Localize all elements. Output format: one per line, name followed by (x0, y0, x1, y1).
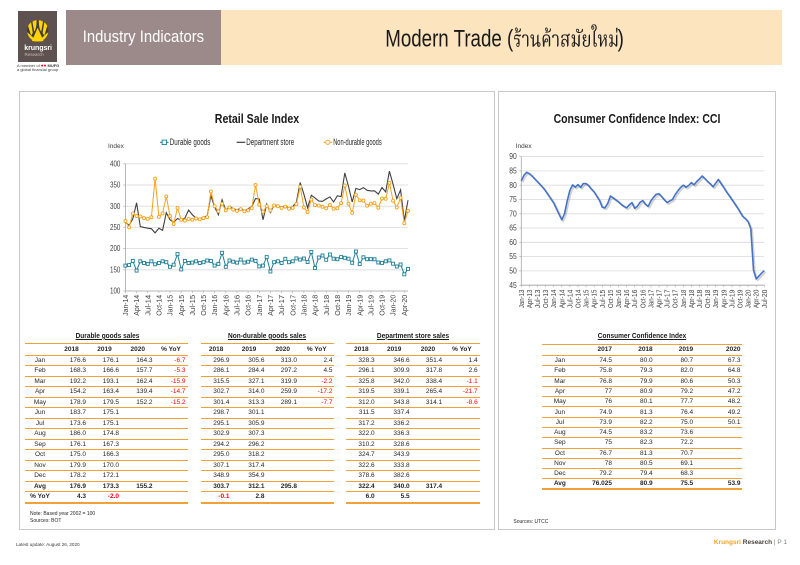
svg-text:Oct-19: Oct-19 (736, 290, 745, 309)
svg-text:krungsri: krungsri (24, 44, 52, 52)
svg-text:Oct-18: Oct-18 (333, 295, 342, 316)
svg-text:Jul-15: Jul-15 (188, 295, 197, 316)
svg-text:Apr-20: Apr-20 (400, 295, 409, 316)
svg-text:Jan-17: Jan-17 (646, 290, 655, 309)
svg-text:Jan-14: Jan-14 (549, 290, 558, 309)
svg-text:Jul-17: Jul-17 (663, 290, 672, 309)
svg-text:100: 100 (110, 287, 121, 296)
svg-text:Jan-20: Jan-20 (389, 295, 398, 316)
svg-text:Oct-15: Oct-15 (199, 295, 208, 316)
svg-text:Apr-13: Apr-13 (525, 290, 534, 309)
svg-text:85: 85 (509, 167, 517, 176)
svg-text:Jan-19: Jan-19 (344, 295, 353, 316)
svg-text:Jul-18: Jul-18 (695, 290, 704, 309)
svg-text:Apr-19: Apr-19 (355, 295, 364, 316)
svg-text:Jul-14: Jul-14 (143, 295, 152, 316)
svg-text:Apr-17: Apr-17 (655, 290, 664, 309)
svg-text:80: 80 (509, 181, 517, 190)
svg-text:Apr-16: Apr-16 (622, 290, 631, 309)
svg-text:Durable goods: Durable goods (170, 137, 211, 147)
svg-text:75: 75 (509, 195, 517, 204)
svg-text:Department store: Department store (246, 137, 294, 147)
svg-text:Jul-16: Jul-16 (233, 295, 242, 316)
svg-text:Oct-13: Oct-13 (541, 290, 550, 309)
svg-text:Jan-16: Jan-16 (614, 290, 623, 309)
svg-text:Oct-17: Oct-17 (671, 290, 680, 309)
svg-text:Oct-15: Oct-15 (606, 290, 615, 309)
svg-text:55: 55 (509, 252, 517, 261)
svg-text:Apr-20: Apr-20 (752, 290, 761, 309)
svg-text:Oct-14: Oct-14 (574, 290, 583, 309)
svg-text:Apr-18: Apr-18 (687, 290, 696, 309)
svg-text:Research: Research (24, 52, 44, 57)
svg-text:Jan-20: Jan-20 (744, 290, 753, 309)
svg-text:Jan-17: Jan-17 (255, 295, 264, 316)
svg-text:60: 60 (509, 238, 517, 247)
svg-text:Jul-17: Jul-17 (277, 295, 286, 316)
svg-text:Apr-15: Apr-15 (177, 295, 186, 316)
svg-text:Non-durable goods: Non-durable goods (333, 137, 382, 147)
svg-text:200: 200 (110, 244, 121, 253)
svg-text:Apr-15: Apr-15 (590, 290, 599, 309)
svg-text:Jul-19: Jul-19 (727, 290, 736, 309)
svg-text:Apr-19: Apr-19 (719, 290, 728, 309)
svg-text:Oct-17: Oct-17 (288, 295, 297, 316)
svg-text:Oct-14: Oct-14 (155, 295, 164, 316)
svg-text:250: 250 (110, 223, 121, 232)
svg-text:Jan-14: Jan-14 (121, 295, 130, 316)
svg-text:Jul-13: Jul-13 (533, 290, 542, 309)
svg-text:70: 70 (509, 209, 517, 218)
svg-text:150: 150 (110, 265, 121, 274)
svg-text:Jan-15: Jan-15 (582, 290, 591, 309)
svg-text:400: 400 (110, 159, 121, 168)
svg-text:65: 65 (509, 224, 517, 233)
svg-text:Jul-20: Jul-20 (760, 290, 769, 309)
svg-text:Oct-16: Oct-16 (244, 295, 253, 316)
svg-text:Jan-16: Jan-16 (210, 295, 219, 316)
svg-text:90: 90 (509, 152, 517, 161)
svg-text:Jul-16: Jul-16 (630, 290, 639, 309)
svg-text:Jan-15: Jan-15 (166, 295, 175, 316)
svg-text:Apr-14: Apr-14 (557, 290, 566, 309)
svg-text:50: 50 (509, 267, 517, 276)
svg-text:Jan-18: Jan-18 (300, 295, 309, 316)
svg-text:Oct-18: Oct-18 (703, 290, 712, 309)
svg-text:Jan-13: Jan-13 (517, 290, 526, 309)
svg-text:Jan-19: Jan-19 (711, 290, 720, 309)
svg-text:45: 45 (509, 281, 517, 290)
svg-text:Jul-15: Jul-15 (598, 290, 607, 309)
svg-text:Apr-18: Apr-18 (311, 295, 320, 316)
svg-text:Jul-14: Jul-14 (565, 290, 574, 309)
svg-text:Jan-18: Jan-18 (679, 290, 688, 309)
svg-text:Apr-17: Apr-17 (266, 295, 275, 316)
svg-text:350: 350 (110, 181, 121, 190)
svg-text:Oct-19: Oct-19 (378, 295, 387, 316)
svg-text:Apr-14: Apr-14 (132, 295, 141, 316)
svg-text:Oct-16: Oct-16 (638, 290, 647, 309)
svg-text:300: 300 (110, 202, 121, 211)
svg-text:Apr-16: Apr-16 (221, 295, 230, 316)
svg-text:Jul-19: Jul-19 (366, 295, 375, 316)
svg-text:Jul-18: Jul-18 (322, 295, 331, 316)
